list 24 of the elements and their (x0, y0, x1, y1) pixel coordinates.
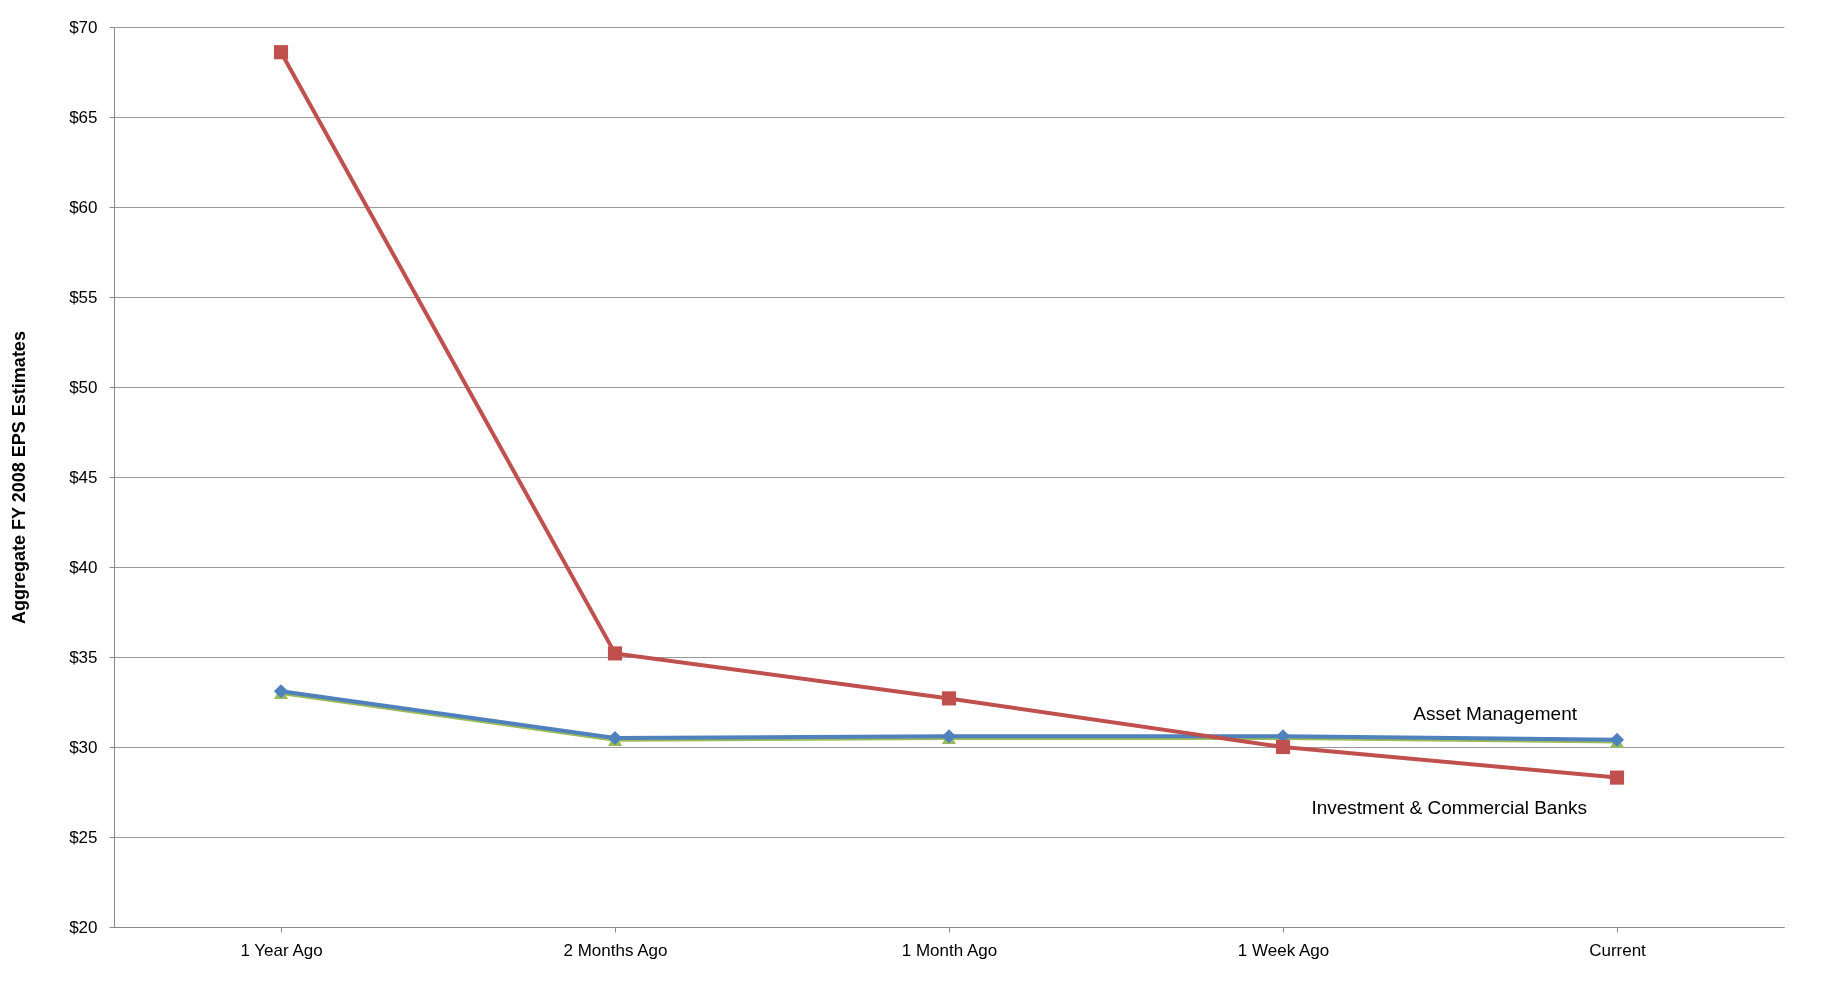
y-tick-label: $40 (69, 557, 98, 577)
x-tick-label: 1 Week Ago (1237, 940, 1330, 960)
y-tick-label: $50 (69, 377, 98, 397)
y-tick-label: $65 (69, 107, 98, 127)
y-axis-title: Aggregate FY 2008 EPS Estimates (9, 331, 30, 624)
point (941, 691, 957, 706)
series-label: Asset Management (1413, 702, 1578, 724)
y-tick-label: $25 (69, 827, 98, 847)
y-tick-label: $20 (69, 917, 98, 937)
series-label: Investment & Commercial Banks (1311, 796, 1587, 818)
y-tick-label: $70 (69, 17, 98, 37)
x-tick-label: 1 Month Ago (901, 940, 998, 960)
y-tick-label: $35 (69, 647, 98, 667)
y-tick-label: $60 (69, 197, 98, 217)
point (1609, 770, 1625, 785)
y-tick-label: $55 (69, 287, 98, 307)
x-tick-label: 1 Year Ago (240, 940, 323, 960)
point (607, 646, 623, 661)
point (273, 45, 289, 60)
y-tick-label: $30 (69, 737, 98, 757)
x-tick-label: 2 Months Ago (563, 940, 668, 960)
y-tick-label: $45 (69, 467, 98, 487)
point (1275, 739, 1291, 755)
x-tick-label: Current (1589, 940, 1647, 960)
